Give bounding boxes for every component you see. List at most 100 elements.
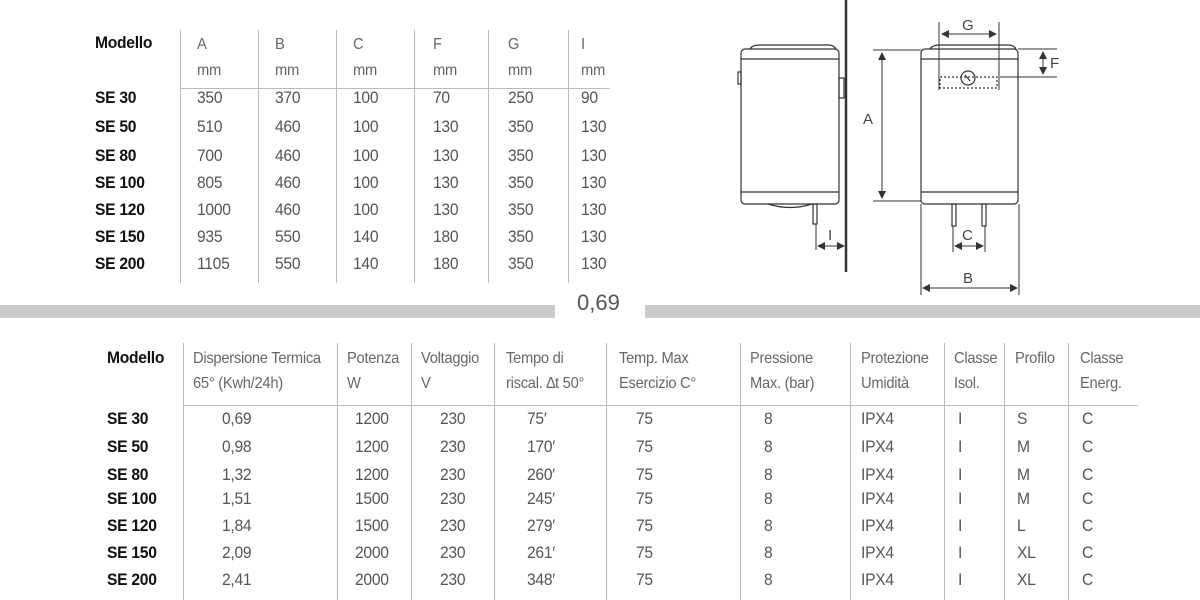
table-cell: 370 bbox=[275, 88, 301, 107]
header-divider bbox=[180, 88, 610, 89]
table-cell: IPX4 bbox=[861, 465, 894, 484]
model-name: SE 80 bbox=[95, 146, 137, 165]
column-header: Dispersione Termica bbox=[193, 350, 321, 367]
table-cell: 1200 bbox=[355, 465, 389, 484]
table-cell: 140 bbox=[353, 227, 379, 246]
column-header: Protezione bbox=[861, 350, 929, 367]
model-name: SE 200 bbox=[107, 570, 157, 589]
table-cell: 1,84 bbox=[222, 516, 252, 535]
table-cell: 75′ bbox=[527, 409, 547, 428]
table-cell: 0,98 bbox=[222, 437, 252, 456]
table-cell: 1500 bbox=[355, 489, 389, 508]
front-view-tank bbox=[920, 44, 1019, 227]
model-name: SE 30 bbox=[107, 409, 149, 428]
table-cell: IPX4 bbox=[861, 570, 894, 589]
table-cell: 1500 bbox=[355, 516, 389, 535]
column-unit: mm bbox=[508, 62, 532, 79]
table-cell: 460 bbox=[275, 173, 301, 192]
table-cell: I bbox=[958, 543, 963, 562]
table-cell: 1105 bbox=[197, 254, 230, 273]
table-cell: 75 bbox=[636, 409, 653, 428]
table-cell: I bbox=[958, 570, 963, 589]
model-name: SE 100 bbox=[107, 489, 157, 508]
table-cell: IPX4 bbox=[861, 516, 894, 535]
column-unit: mm bbox=[581, 62, 605, 79]
table-cell: 230 bbox=[440, 409, 466, 428]
table-cell: 8 bbox=[764, 409, 773, 428]
table-cell: C bbox=[1082, 570, 1094, 589]
table-cell: 70 bbox=[433, 88, 450, 107]
table-cell: IPX4 bbox=[861, 437, 894, 456]
table-cell: C bbox=[1082, 465, 1094, 484]
table-cell: 350 bbox=[508, 200, 534, 219]
table-cell: 350 bbox=[508, 254, 534, 273]
label-g: G bbox=[962, 17, 974, 34]
header-divider bbox=[183, 405, 1138, 406]
table-cell: IPX4 bbox=[861, 489, 894, 508]
side-view-tank bbox=[737, 44, 845, 225]
table-cell: IPX4 bbox=[861, 543, 894, 562]
label-a: A bbox=[863, 111, 873, 128]
table-cell: L bbox=[1017, 516, 1026, 535]
model-name: SE 100 bbox=[95, 173, 145, 192]
column-header-sub: Energ. bbox=[1080, 375, 1122, 392]
table-cell: 261′ bbox=[527, 543, 555, 562]
column-divider bbox=[414, 30, 415, 283]
column-divider bbox=[411, 343, 412, 600]
table-cell: 8 bbox=[764, 516, 773, 535]
table-cell: 805 bbox=[197, 173, 223, 192]
table-cell: 350 bbox=[508, 227, 534, 246]
label-i: I bbox=[828, 227, 832, 244]
table-cell: 75 bbox=[636, 489, 653, 508]
model-name: SE 80 bbox=[107, 465, 149, 484]
column-divider bbox=[258, 30, 259, 283]
column-header: F bbox=[433, 36, 442, 53]
table-cell: 180 bbox=[433, 254, 459, 273]
column-header-sub: V bbox=[421, 375, 431, 392]
divider-label: 0,69 bbox=[577, 290, 620, 315]
dimension-arrows bbox=[815, 22, 1057, 295]
table-cell: 100 bbox=[353, 200, 379, 219]
table-cell: 130 bbox=[581, 227, 607, 246]
column-divider bbox=[606, 343, 607, 600]
column-divider bbox=[1068, 343, 1069, 600]
table-cell: C bbox=[1082, 516, 1094, 535]
model-name: SE 50 bbox=[107, 437, 149, 456]
table-cell: 90 bbox=[581, 88, 598, 107]
column-unit: mm bbox=[197, 62, 221, 79]
table-cell: 8 bbox=[764, 489, 773, 508]
table-cell: 350 bbox=[508, 173, 534, 192]
table-cell: 460 bbox=[275, 200, 301, 219]
table-cell: 2,41 bbox=[222, 570, 252, 589]
table-cell: 245′ bbox=[527, 489, 555, 508]
divider-bar-left bbox=[0, 305, 555, 318]
table-cell: I bbox=[958, 489, 963, 508]
table-cell: 8 bbox=[764, 543, 773, 562]
column-header: A bbox=[197, 36, 207, 53]
model-name: SE 150 bbox=[95, 227, 145, 246]
column-header-sub: Isol. bbox=[954, 375, 980, 392]
table-cell: 2,09 bbox=[222, 543, 252, 562]
column-header: Temp. Max bbox=[619, 350, 689, 367]
table-cell: 140 bbox=[353, 254, 379, 273]
table-cell: 460 bbox=[275, 146, 301, 165]
table-cell: 130 bbox=[581, 146, 607, 165]
column-divider bbox=[850, 343, 851, 600]
column-divider bbox=[944, 343, 945, 600]
table-cell: I bbox=[958, 465, 963, 484]
column-header: Pressione bbox=[750, 350, 813, 367]
column-divider bbox=[1004, 343, 1005, 600]
table-cell: S bbox=[1017, 409, 1028, 428]
column-header: Profilo bbox=[1015, 350, 1055, 367]
table-cell: 230 bbox=[440, 543, 466, 562]
table-cell: XL bbox=[1017, 570, 1036, 589]
table-cell: 1,51 bbox=[222, 489, 252, 508]
table-cell: 100 bbox=[353, 146, 379, 165]
column-unit: mm bbox=[353, 62, 377, 79]
label-f: F bbox=[1050, 55, 1059, 72]
table-cell: 350 bbox=[508, 146, 534, 165]
table-cell: 350 bbox=[197, 88, 223, 107]
table-cell: 130 bbox=[581, 173, 607, 192]
table-cell: 348′ bbox=[527, 570, 555, 589]
